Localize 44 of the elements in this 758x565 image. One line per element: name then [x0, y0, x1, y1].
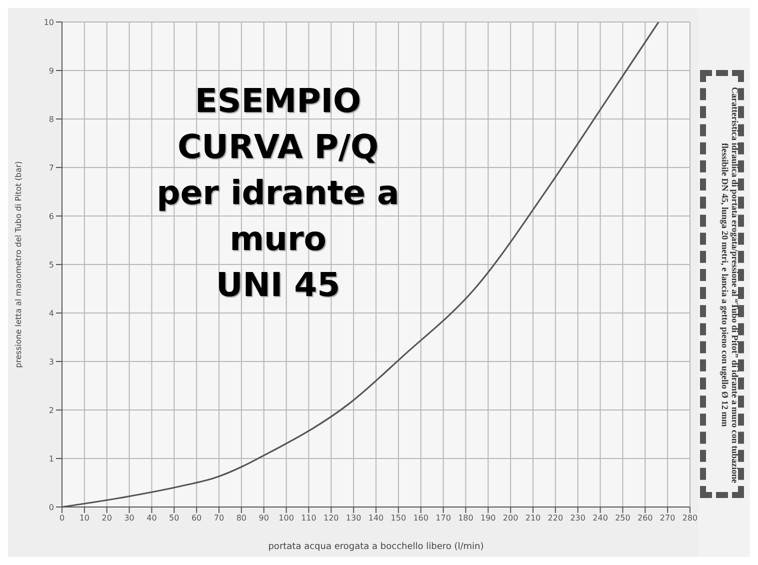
- x-tick-label: 200: [502, 514, 518, 523]
- y-tick-label: 5: [48, 260, 54, 270]
- x-tick-label: 220: [548, 514, 564, 523]
- x-tick-label: 20: [102, 514, 112, 523]
- x-tick-label: 100: [278, 514, 294, 523]
- y-tick-label: 9: [48, 66, 54, 76]
- text: ESEMPIO CURVA P/Q per idrante a muro UNI 45: [156, 80, 400, 306]
- x-tick-label: 80: [236, 514, 247, 523]
- x-tick-label: 160: [413, 514, 428, 523]
- x-tick-label: 210: [525, 514, 541, 523]
- x-tick-label: 70: [214, 514, 224, 523]
- x-tick-label: 60: [191, 514, 202, 523]
- y-tick-label: 6: [48, 212, 54, 221]
- x-tick-label: 170: [436, 514, 451, 523]
- y-axis-title: pressione letta al manometro del Tubo di Pitot (bar): [14, 161, 23, 368]
- x-axis-title: portata acqua erogata a bocchello libero (l/min): [268, 542, 484, 552]
- x-tick-label: 120: [324, 514, 339, 523]
- x-tick-label: 140: [368, 514, 384, 523]
- y-tick-label: 1: [48, 454, 54, 464]
- x-tick-label: 0: [59, 514, 65, 523]
- y-tick-label: 4: [48, 308, 54, 318]
- x-tick-label: 130: [346, 514, 362, 523]
- y-tick-label: 3: [48, 357, 54, 366]
- x-tick-label: 270: [660, 514, 676, 523]
- y-tick-label: 2: [48, 406, 54, 415]
- x-tick-label: 280: [682, 514, 698, 523]
- x-tick-label: 250: [615, 514, 630, 523]
- x-tick-label: 50: [169, 514, 180, 523]
- x-tick-label: 30: [124, 514, 134, 523]
- text: Caratteristica idraulica di portata erogata/pressione al “Tubo di Pitot” di idrante a muro con tubazione flessibile DN 45, lunga 20 metri, e lancia a getto pieno con ugello Ø 12 mm: [719, 86, 740, 486]
- y-tick-label: 7: [48, 163, 54, 172]
- x-tick-label: 10: [79, 514, 90, 523]
- y-tick-label: 8: [48, 114, 54, 124]
- x-tick-label: 240: [592, 514, 608, 523]
- x-tick-label: 180: [458, 514, 474, 523]
- x-tick-label: 110: [301, 514, 316, 523]
- y-tick-label: 10: [44, 18, 54, 27]
- x-tick-label: 40: [146, 514, 157, 523]
- x-tick-label: 150: [390, 514, 406, 523]
- y-tick-label: 0: [48, 502, 54, 512]
- x-tick-label: 230: [570, 514, 586, 523]
- x-tick-label: 90: [258, 514, 269, 523]
- x-tick-label: 190: [480, 514, 496, 523]
- x-tick-label: 260: [638, 514, 653, 523]
